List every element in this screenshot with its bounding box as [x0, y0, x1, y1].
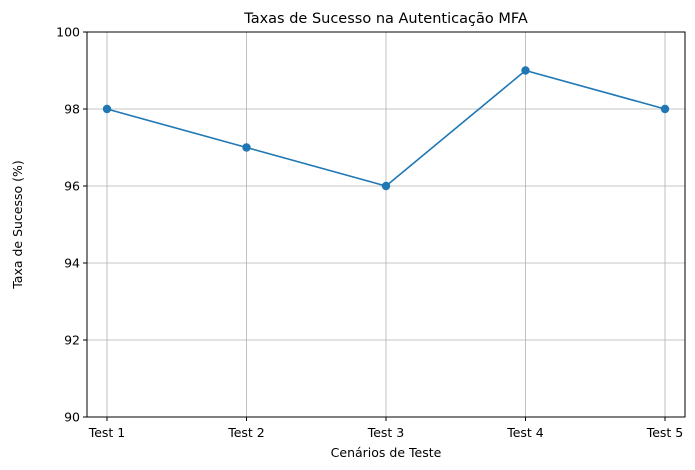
y-tick-label: 98: [64, 102, 80, 117]
x-tick-label: Test 2: [227, 425, 265, 440]
chart-title: Taxas de Sucesso na Autenticação MFA: [243, 11, 528, 27]
x-tick-label: Test 4: [506, 425, 544, 440]
data-point-marker: [660, 104, 670, 114]
x-axis-label: Cenários de Teste: [331, 445, 442, 460]
x-tick-label: Test 1: [88, 425, 126, 440]
data-point-marker: [242, 143, 251, 152]
y-tick-label: 92: [64, 333, 80, 348]
y-axis-ticks: 90 92 94 96 98 100: [56, 25, 87, 425]
x-axis-ticks: Test 1 Test 2 Test 3 Test 4 Test 5: [88, 417, 684, 440]
y-tick-label: 90: [64, 410, 80, 425]
data-point-marker: [521, 66, 530, 75]
series-layer: [102, 66, 670, 191]
y-tick-label: 100: [56, 25, 80, 40]
y-axis-label: Taxa de Sucesso (%): [10, 160, 25, 290]
x-tick-label: Test 5: [646, 425, 684, 440]
y-tick-label: 94: [64, 256, 80, 271]
data-point-marker: [381, 181, 391, 191]
data-point-marker: [102, 104, 112, 114]
y-tick-label: 96: [64, 179, 80, 194]
x-tick-label: Test 3: [367, 425, 405, 440]
